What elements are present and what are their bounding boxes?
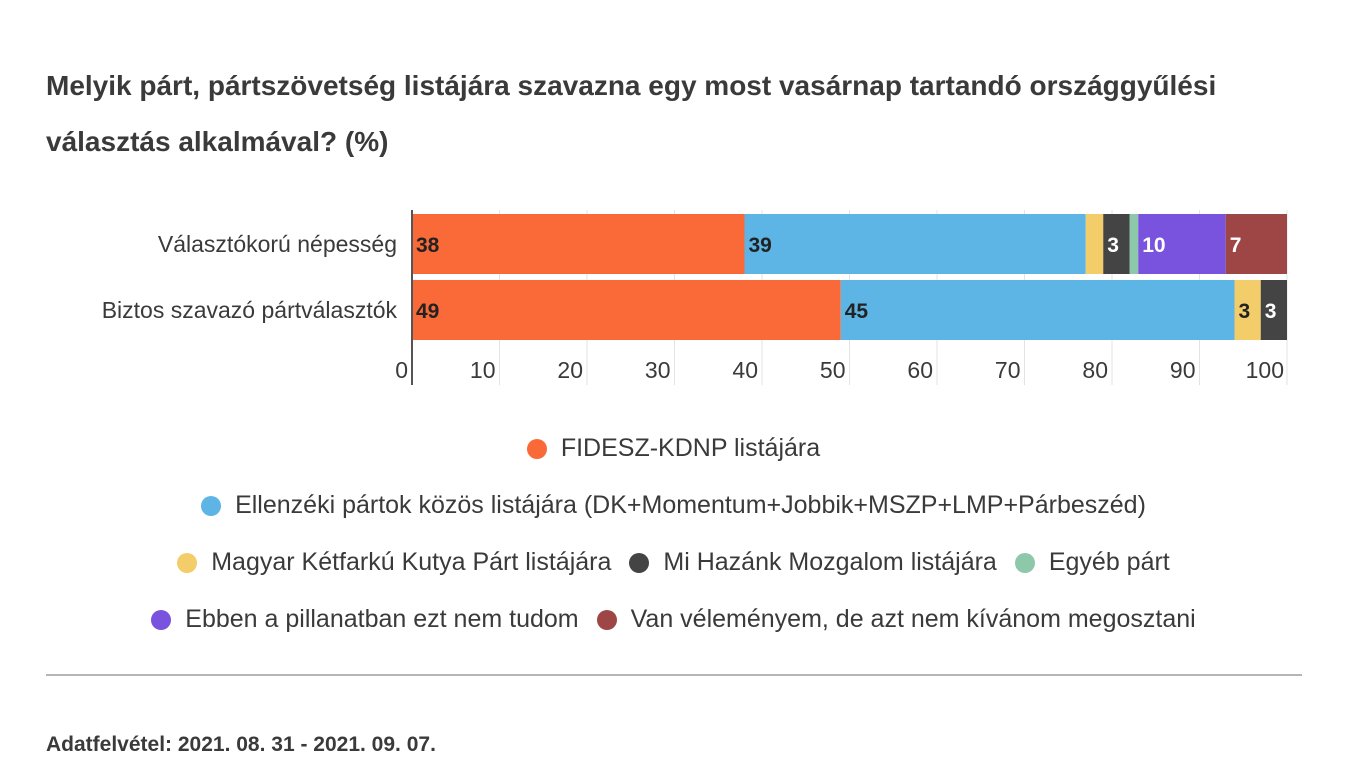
legend-item: Van véleményem, de azt nem kívánom megos…: [596, 605, 1196, 634]
bar-segment: [1129, 214, 1139, 274]
legend-row: Ebben a pillanatban ezt nem tudom Van vél…: [0, 591, 1347, 648]
data-label: 3: [1107, 234, 1119, 257]
bar-segment: [412, 280, 841, 340]
bar-segment: [744, 214, 1086, 274]
data-label: 3: [1239, 300, 1251, 323]
legend-swatch: [526, 438, 547, 459]
data-label: 45: [845, 300, 869, 323]
legend-item: Ellenzéki pártok közös listájára (DK+Mom…: [201, 491, 1146, 520]
data-label: 38: [416, 234, 440, 257]
bar-segment: [1085, 214, 1104, 274]
footer-divider: [46, 674, 1302, 676]
x-tick-label: 20: [557, 357, 583, 383]
legend-label: Mi Hazánk Mozgalom listájára: [663, 548, 997, 576]
legend-row: FIDESZ-KDNP listájára: [0, 420, 1347, 477]
legend-label: Ebben a pillanatban ezt nem tudom: [185, 605, 579, 633]
stacked-bar-chart: Választókorú népesség Biztos szavazó párt…: [102, 210, 1288, 385]
x-tick-label: 0: [395, 357, 408, 383]
legend-item: Mi Hazánk Mozgalom listájára: [629, 548, 997, 577]
legend-item: Ebben a pillanatban ezt nem tudom: [151, 605, 579, 634]
legend-swatch: [177, 552, 198, 573]
legend-swatch: [201, 495, 222, 516]
legend-item: Egyéb párt: [1014, 548, 1170, 577]
data-label: 49: [416, 300, 439, 323]
legend-label: Van véleményem, de azt nem kívánom megos…: [630, 605, 1196, 633]
x-tick-label: 90: [1170, 357, 1196, 383]
x-tick-label: 30: [645, 357, 671, 383]
category-label: Választókorú népesség: [158, 231, 397, 257]
bar-segment: [840, 280, 1235, 340]
legend-swatch: [596, 609, 617, 630]
chart-legend: FIDESZ-KDNP listájára Ellenzéki pártok kö…: [0, 420, 1347, 648]
bar-segment: [412, 214, 745, 274]
bar-segment: [1225, 214, 1287, 274]
x-tick-label: 60: [907, 357, 933, 383]
bar-segment: [1234, 280, 1261, 340]
category-label: Biztos szavazó pártválasztók: [102, 297, 398, 323]
data-collection-note: Adatfelvétel: 2021. 08. 31 - 2021. 09. 0…: [46, 733, 436, 756]
bar-segment: [1103, 214, 1130, 274]
data-label: 7: [1230, 234, 1242, 257]
legend-row: Magyar Kétfarkú Kutya Párt listájára Mi H…: [0, 534, 1347, 591]
legend-label: Magyar Kétfarkú Kutya Párt listájára: [211, 548, 612, 576]
bar-segment: [1260, 280, 1287, 340]
data-label: 39: [749, 234, 772, 257]
legend-swatch: [1014, 552, 1035, 573]
legend-label: Egyéb párt: [1048, 548, 1170, 576]
legend-swatch: [151, 609, 172, 630]
x-tick-label: 10: [470, 357, 496, 383]
x-tick-label: 40: [732, 357, 758, 383]
legend-item: Magyar Kétfarkú Kutya Párt listájára: [177, 548, 611, 577]
legend-row: Ellenzéki pártok közös listájára (DK+Mom…: [0, 477, 1347, 534]
legend-item: FIDESZ-KDNP listájára: [526, 434, 821, 463]
x-tick-label: 100: [1246, 357, 1284, 383]
legend-label: Ellenzéki pártok közös listájára (DK+Mom…: [235, 491, 1146, 519]
x-tick-label: 80: [1082, 357, 1108, 383]
x-tick-label: 70: [995, 357, 1021, 383]
legend-swatch: [629, 552, 650, 573]
chart-title: Melyik párt, pártszövetség listájára sza…: [46, 70, 1217, 157]
bar-segment: [1138, 214, 1226, 274]
x-tick-label: 50: [820, 357, 846, 383]
legend-label: FIDESZ-KDNP listájára: [560, 434, 821, 462]
data-label: 10: [1142, 234, 1165, 257]
data-label: 3: [1265, 300, 1277, 323]
